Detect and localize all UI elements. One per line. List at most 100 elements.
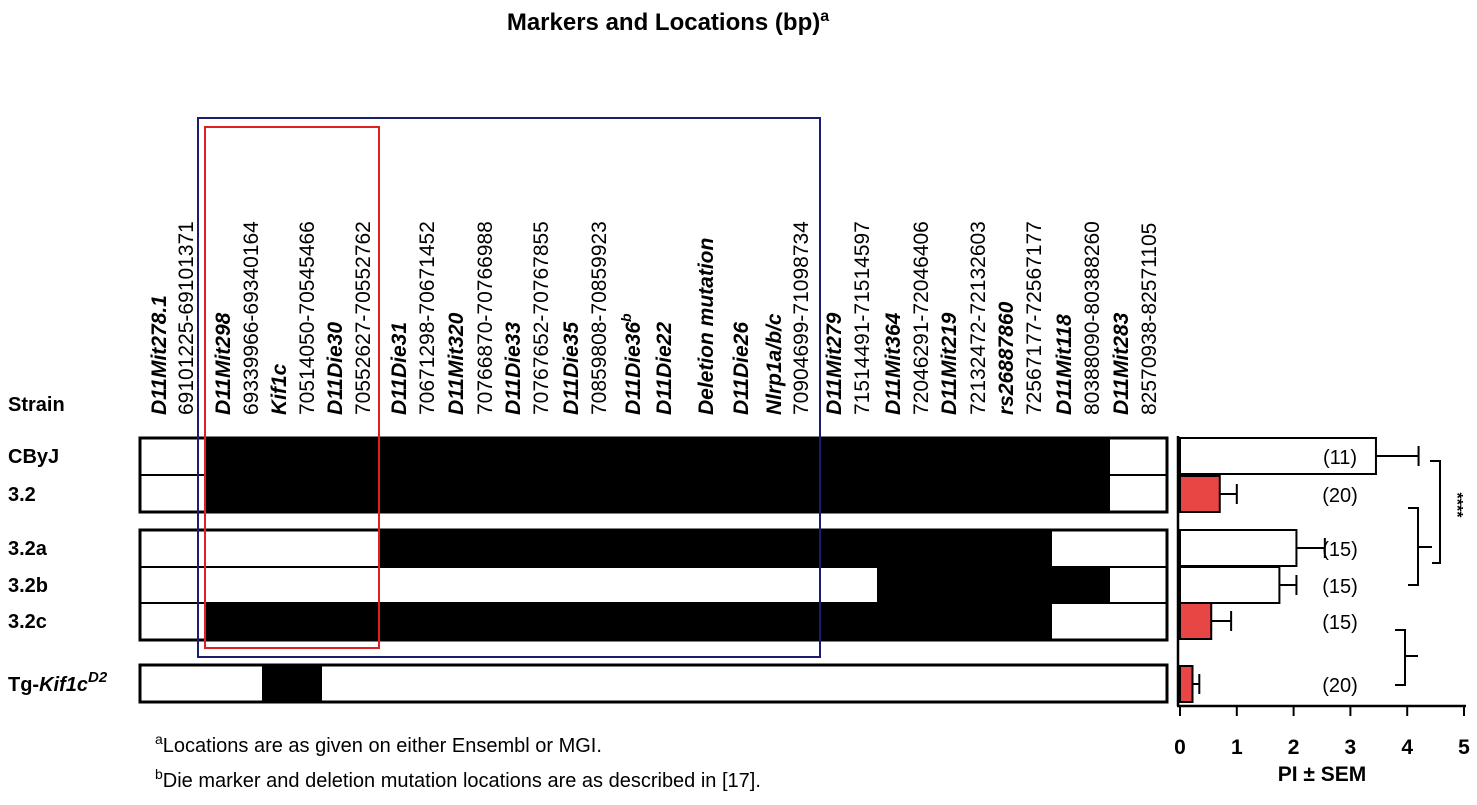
marker-location: 72132472-72132603 bbox=[967, 221, 990, 415]
x-tick-label: 4 bbox=[1401, 736, 1413, 759]
marker-name: D11Mit118 bbox=[1053, 314, 1076, 415]
donor-segment bbox=[262, 665, 322, 702]
marker-name: D11Die30 bbox=[324, 322, 347, 415]
strain-label: Tg-Kif1cD2 bbox=[8, 669, 108, 696]
marker-location: 69339966-69340164 bbox=[240, 221, 263, 415]
marker-name-text: D11Mit283 bbox=[1110, 312, 1133, 415]
x-tick-label: 5 bbox=[1458, 736, 1470, 759]
x-axis-label: PI ± SEM bbox=[1278, 763, 1367, 786]
marker-name: D11Mit278.1 bbox=[148, 295, 171, 415]
footnote: aLocations are as given on either Ensemb… bbox=[155, 731, 602, 757]
marker-name-text: rs26887860 bbox=[995, 301, 1018, 415]
n-label: (11) bbox=[1323, 447, 1357, 469]
critical-region-box bbox=[204, 126, 380, 649]
marker-name: D11Die31 bbox=[388, 322, 411, 415]
deletion-region-box bbox=[197, 117, 821, 658]
bar bbox=[1179, 665, 1194, 703]
marker-name-text: D11Die22 bbox=[653, 322, 676, 415]
marker-name-text: D11Die35 bbox=[560, 322, 583, 415]
strain-label: 3.2 bbox=[8, 484, 36, 506]
marker-name-text: D11Die31 bbox=[388, 322, 411, 415]
marker-name: D11Mit320 bbox=[445, 312, 468, 415]
marker-superscript: b bbox=[618, 313, 634, 322]
donor-segment bbox=[380, 530, 1052, 567]
x-tick-label: 2 bbox=[1288, 736, 1300, 759]
donor-segment bbox=[205, 438, 1110, 475]
marker-location: 70514050-70545466 bbox=[296, 221, 319, 415]
marker-location: 70859808-70859923 bbox=[588, 221, 611, 415]
marker-name: D11Mit298 bbox=[212, 312, 235, 415]
marker-location: 71514491-71514597 bbox=[851, 221, 874, 415]
strain-header: Strain bbox=[8, 394, 65, 416]
marker-name: rs26887860 bbox=[995, 301, 1018, 415]
marker-location: 70767652-70767855 bbox=[530, 221, 553, 415]
marker-location: 70766870-70766988 bbox=[474, 221, 497, 415]
strain-superscript: D2 bbox=[88, 669, 108, 686]
marker-name: D11Die35 bbox=[560, 322, 583, 415]
marker-name: D11Mit364 bbox=[882, 312, 905, 415]
bar bbox=[1179, 566, 1281, 604]
marker-name-text: D11Die30 bbox=[324, 322, 347, 415]
n-label: (15) bbox=[1322, 612, 1358, 634]
marker-location: 70671298-70671452 bbox=[416, 221, 439, 415]
marker-name-text: D11Die36 bbox=[622, 322, 645, 415]
marker-name: D11Mit219 bbox=[938, 312, 961, 415]
marker-name-text: Deletion mutation bbox=[695, 238, 718, 415]
marker-location: 72567177-72567177 bbox=[1023, 221, 1046, 415]
marker-location: 70552627-70552762 bbox=[352, 221, 375, 415]
bar bbox=[1179, 437, 1377, 475]
footnote-text: Locations are as given on either Ensembl… bbox=[163, 735, 602, 757]
bar bbox=[1179, 475, 1221, 513]
marker-name-text: D11Mit298 bbox=[212, 312, 235, 415]
row-group-border bbox=[138, 436, 1169, 514]
bracket bbox=[1395, 629, 1406, 686]
marker-name-text: D11Mit279 bbox=[823, 312, 846, 415]
marker-location: 69101225-69101371 bbox=[175, 221, 198, 415]
marker-name-text: D11Die26 bbox=[730, 322, 753, 415]
donor-segment bbox=[877, 567, 1110, 603]
title-group: Markers and Locations (bp)a bbox=[507, 8, 829, 36]
x-tick-label: 1 bbox=[1231, 736, 1243, 759]
marker-name: Deletion mutation bbox=[695, 238, 718, 415]
marker-name: D11Die22 bbox=[653, 322, 676, 415]
marker-location: 72046291-72046406 bbox=[910, 221, 933, 415]
strain-label: 3.2b bbox=[8, 575, 48, 597]
marker-name: D11Die33 bbox=[502, 322, 525, 415]
marker-name: D11Mit283 bbox=[1110, 312, 1133, 415]
title-superscript: a bbox=[820, 8, 829, 25]
marker-name-text: Nlrp1a/b/c bbox=[763, 313, 786, 415]
x-tick-label: 0 bbox=[1174, 736, 1186, 759]
marker-name-text: D11Mit118 bbox=[1053, 314, 1076, 415]
title: Markers and Locations (bp) bbox=[507, 9, 820, 36]
strain-gene: Kif1c bbox=[39, 674, 88, 696]
strain-label: 3.2a bbox=[8, 538, 48, 560]
marker-name-text: Kif1c bbox=[268, 363, 291, 415]
significance-label: **** bbox=[1448, 493, 1465, 519]
marker-name: Nlrp1a/b/c bbox=[763, 313, 786, 415]
marker-location: 80388090-80388260 bbox=[1081, 221, 1104, 415]
strain-label: CByJ bbox=[8, 446, 59, 468]
row-group-border bbox=[138, 528, 1169, 642]
bracket bbox=[1408, 507, 1419, 586]
donor-segment bbox=[205, 603, 1052, 640]
strain-prefix: Tg- bbox=[8, 674, 39, 696]
marker-name-text: D11Die33 bbox=[502, 322, 525, 415]
marker-name: D11Mit279 bbox=[823, 312, 846, 415]
marker-location: 70904699-71098734 bbox=[790, 221, 813, 415]
marker-name-text: D11Mit320 bbox=[445, 312, 468, 415]
haplotype-boxes bbox=[138, 436, 1169, 704]
bracket bbox=[1430, 460, 1441, 564]
row-group-border bbox=[138, 663, 1169, 704]
n-label: (15) bbox=[1322, 576, 1358, 598]
marker-name: D11Die26 bbox=[730, 322, 753, 415]
footnote-marker: a bbox=[155, 731, 163, 747]
footnotes: aLocations are as given on either Ensemb… bbox=[155, 731, 761, 792]
significance-brackets bbox=[1395, 460, 1441, 686]
bar bbox=[1179, 602, 1213, 640]
donor-segment bbox=[205, 475, 1110, 512]
marker-name-text: D11Mit278.1 bbox=[148, 295, 171, 415]
marker-location: 82570938-82571105 bbox=[1138, 223, 1161, 415]
n-label: (20) bbox=[1322, 485, 1358, 507]
x-tick-label: 3 bbox=[1345, 736, 1357, 759]
